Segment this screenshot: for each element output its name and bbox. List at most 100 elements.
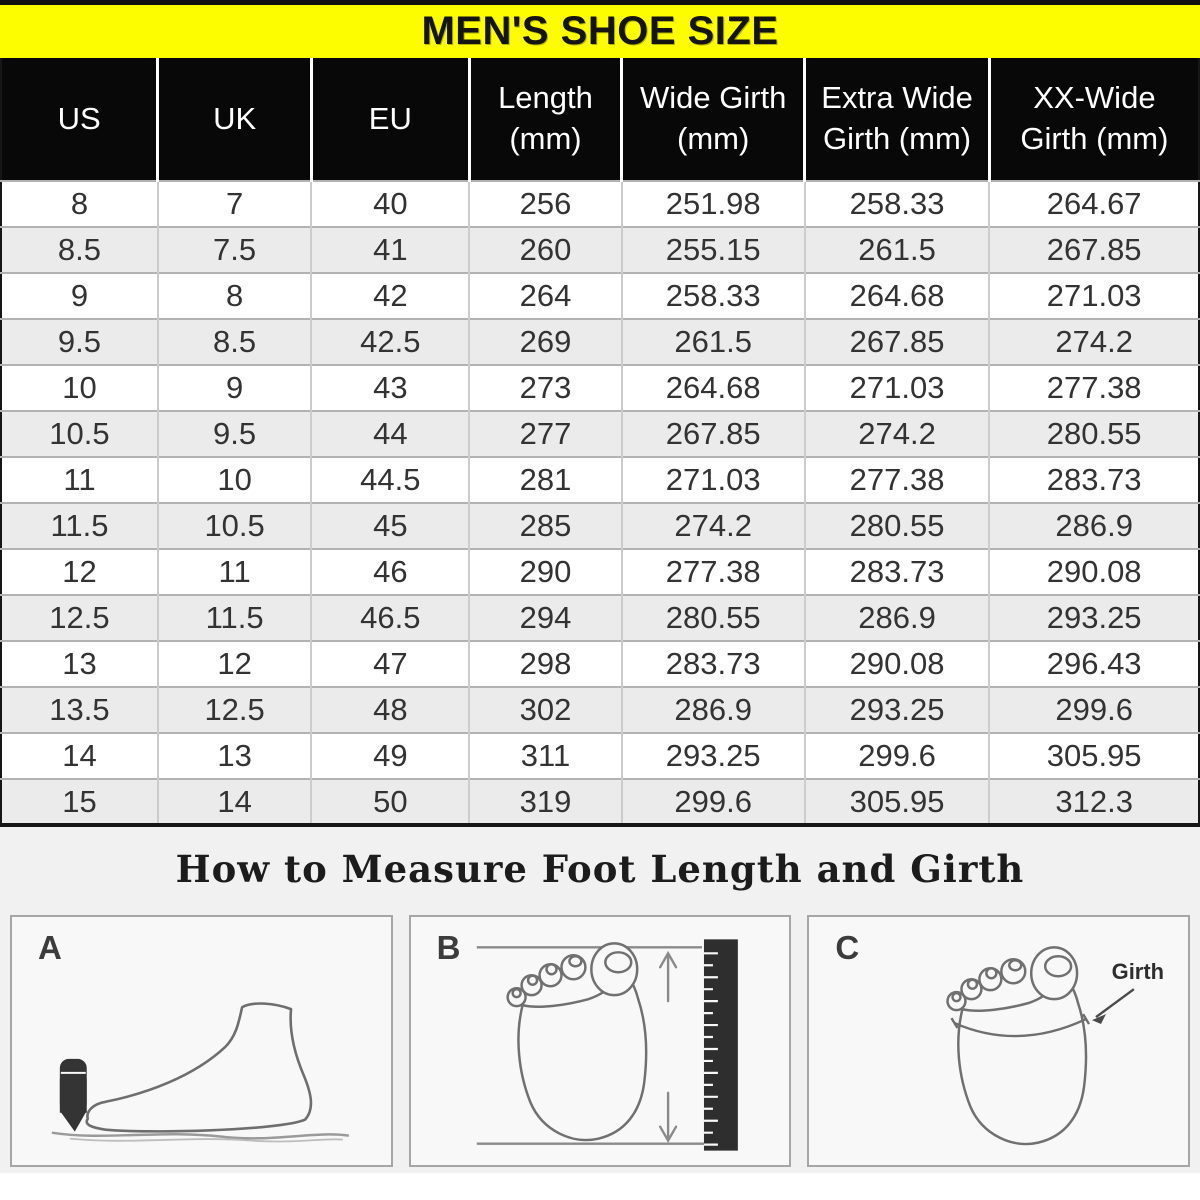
table-cell: 274.2 xyxy=(803,410,990,457)
foot-side-trace-pencil-drawing xyxy=(51,1002,350,1143)
table-cell: 280.55 xyxy=(620,594,805,641)
column-header-wide-girth: Wide Girth (mm) xyxy=(620,58,805,181)
table-row: 8.5 7.5 41 260 255.15 261.5 267.85 xyxy=(1,226,1199,273)
table-cell: 286.9 xyxy=(620,686,805,733)
pencil-icon xyxy=(59,1058,87,1132)
table-cell: 299.6 xyxy=(988,686,1199,733)
table-cell: 302 xyxy=(468,686,622,733)
table-cell: 290 xyxy=(468,548,622,595)
table-cell: 12.5 xyxy=(1,594,158,641)
table-cell: 267.85 xyxy=(620,410,805,457)
table-cell: 269 xyxy=(468,318,622,365)
panel-a-label: A xyxy=(38,929,62,966)
table-row: 12 11 46 290 277.38 283.73 290.08 xyxy=(1,548,1199,595)
panel-c: C xyxy=(807,915,1191,1167)
panel-c-label: C xyxy=(835,929,860,966)
table-cell: 12.5 xyxy=(156,686,312,733)
table-cell: 299.6 xyxy=(620,778,805,825)
measure-panels: A B xyxy=(0,915,1200,1167)
table-cell: 40 xyxy=(310,180,470,227)
table-cell: 285 xyxy=(468,502,622,549)
table-cell: 286.9 xyxy=(988,502,1199,549)
table-cell: 267.85 xyxy=(988,226,1199,273)
table-cell: 277.38 xyxy=(803,456,990,503)
table-cell: 9 xyxy=(1,272,158,319)
table-cell: 11.5 xyxy=(1,502,158,549)
table-cell: 255.15 xyxy=(620,226,805,273)
table-cell: 273 xyxy=(468,364,622,411)
column-header-extra-wide-girth: Extra Wide Girth (mm) xyxy=(803,58,990,181)
table-row: 15 14 50 319 299.6 305.95 312.3 xyxy=(1,778,1199,825)
table-cell: 311 xyxy=(468,732,622,779)
table-cell: 271.03 xyxy=(803,364,990,411)
table-row: 11 10 44.5 281 271.03 277.38 283.73 xyxy=(1,456,1199,503)
table-cell: 299.6 xyxy=(803,732,990,779)
ruler-icon xyxy=(703,939,738,1151)
column-header-uk: UK xyxy=(156,58,312,181)
table-cell: 9.5 xyxy=(156,410,312,457)
title-banner: MEN'S SHOE SIZE xyxy=(0,0,1200,58)
table-row: 9 8 42 264 258.33 264.68 271.03 xyxy=(1,272,1199,319)
foot-top-outline xyxy=(506,942,648,1142)
shoe-size-table: US UK EU Length (mm) Wide Girth (mm) Extra Wide… xyxy=(0,58,1200,827)
table-cell: 264.68 xyxy=(803,272,990,319)
table-cell: 14 xyxy=(1,732,158,779)
table-cell: 264 xyxy=(468,272,622,319)
table-cell: 283.73 xyxy=(803,548,990,595)
table-cell: 13 xyxy=(156,732,312,779)
table-cell: 44.5 xyxy=(310,456,470,503)
table-row: 10 9 43 273 264.68 271.03 277.38 xyxy=(1,364,1199,411)
measure-section-title: How to Measure Foot Length and Girth xyxy=(175,847,1025,891)
table-cell: 293.25 xyxy=(620,732,805,779)
traced-outline-line xyxy=(51,1131,350,1140)
table-row: 10.5 9.5 44 277 267.85 274.2 280.55 xyxy=(1,410,1199,457)
column-header-xx-wide-girth: XX-Wide Girth (mm) xyxy=(987,58,1199,181)
table-cell: 256 xyxy=(468,180,622,227)
panel-b: B xyxy=(408,915,792,1167)
table-cell: 45 xyxy=(310,502,470,549)
table-cell: 9 xyxy=(156,364,312,411)
table-cell: 11 xyxy=(1,456,158,503)
girth-label: Girth xyxy=(1112,959,1164,984)
foot-top-girth-drawing: Girth xyxy=(946,946,1164,1146)
table-cell: 42 xyxy=(310,272,470,319)
table-cell: 261.5 xyxy=(620,318,805,365)
table-cell: 280.55 xyxy=(803,502,990,549)
table-cell: 11 xyxy=(156,548,312,595)
girth-arrow xyxy=(1092,988,1135,1025)
table-cell: 290.08 xyxy=(988,548,1199,595)
table-cell: 48 xyxy=(310,686,470,733)
size-table-body: 8 7 40 256 251.98 258.33 264.67 8.5 7.5 41 260 255.… xyxy=(1,180,1199,825)
table-row: 9.5 8.5 42.5 269 261.5 267.85 274.2 xyxy=(1,318,1199,365)
table-cell: 47 xyxy=(310,640,470,687)
table-cell: 277.38 xyxy=(988,364,1199,411)
table-cell: 10.5 xyxy=(156,502,312,549)
table-cell: 12 xyxy=(1,548,158,595)
table-cell: 7.5 xyxy=(156,226,312,273)
table-cell: 293.25 xyxy=(803,686,990,733)
table-cell: 8.5 xyxy=(1,226,158,273)
measure-section: How to Measure Foot Length and Girth A xyxy=(0,827,1200,1173)
table-cell: 319 xyxy=(468,778,622,825)
table-cell: 267.85 xyxy=(803,318,990,365)
table-cell: 258.33 xyxy=(620,272,805,319)
panel-b-label: B xyxy=(436,929,461,966)
table-cell: 10 xyxy=(1,364,158,411)
table-cell: 8 xyxy=(156,272,312,319)
foot-top-ruler-length-drawing xyxy=(476,939,738,1151)
table-cell: 8.5 xyxy=(156,318,312,365)
table-cell: 10 xyxy=(156,456,312,503)
table-cell: 10.5 xyxy=(1,410,158,457)
table-cell: 283.73 xyxy=(988,456,1199,503)
table-cell: 305.95 xyxy=(988,732,1199,779)
table-cell: 274.2 xyxy=(988,318,1199,365)
table-cell: 294 xyxy=(468,594,622,641)
table-cell: 271.03 xyxy=(620,456,805,503)
column-header-eu: EU xyxy=(309,58,470,181)
table-row: 13 12 47 298 283.73 290.08 296.43 xyxy=(1,640,1199,687)
table-cell: 281 xyxy=(468,456,622,503)
table-cell: 261.5 xyxy=(803,226,990,273)
table-row: 12.5 11.5 46.5 294 280.55 286.9 293.25 xyxy=(1,594,1199,641)
table-cell: 258.33 xyxy=(803,180,990,227)
table-cell: 44 xyxy=(310,410,470,457)
